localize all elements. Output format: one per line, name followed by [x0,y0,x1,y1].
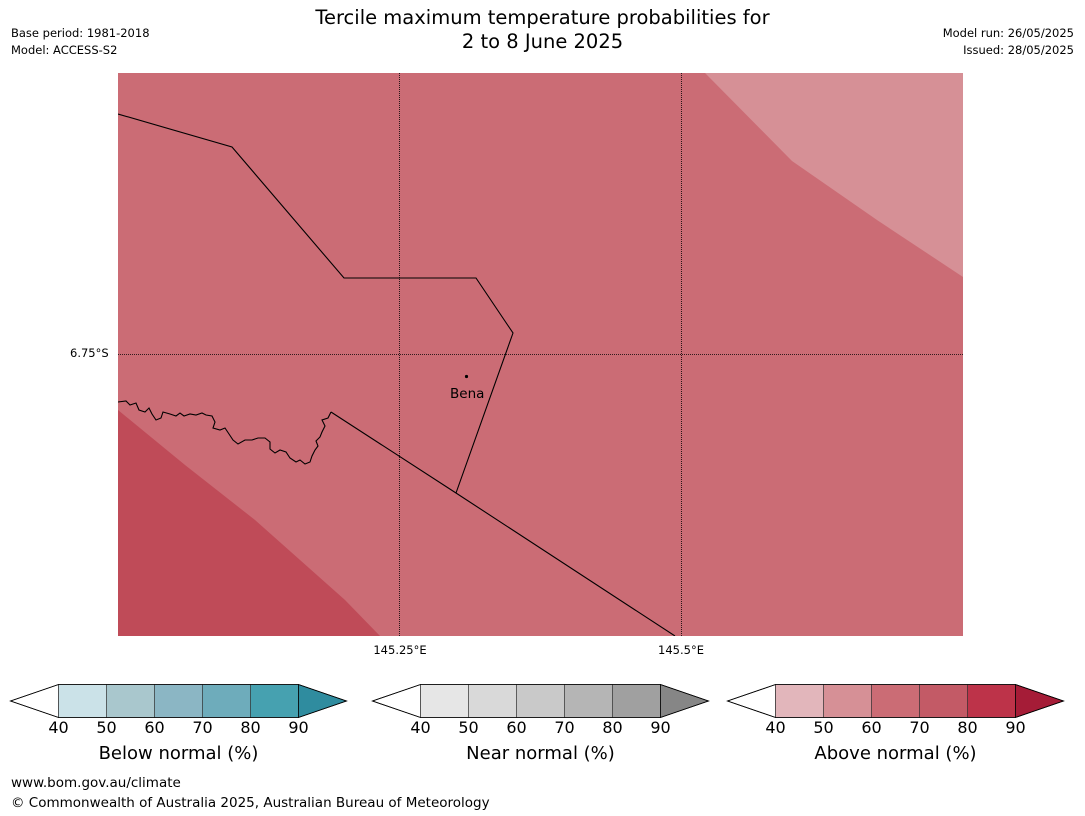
above-normal-tick-50: 50 [813,718,834,737]
town-label-bena: Bena [450,386,485,402]
above-normal-tick-80: 80 [957,718,978,737]
model-name: Model: ACCESS-S2 [11,43,118,57]
near-normal-swatch-50-60 [468,684,517,718]
issued-date: Issued: 28/05/2025 [963,43,1074,57]
above-normal-tick-60: 60 [861,718,882,737]
below-normal-swatch-60-70 [154,684,203,718]
footer-url: www.bom.gov.au/climate [11,775,181,791]
near-normal-swatch-70-80 [564,684,613,718]
below-normal-tick-70: 70 [192,718,213,737]
above-normal-swatch-70-80 [919,684,968,718]
near-normal-outline [371,684,710,718]
footer-copyright: © Commonwealth of Australia 2025, Austra… [11,795,490,811]
near-normal-swatch-80-90 [612,684,661,718]
above-normal-swatch-over-90 [1015,683,1065,719]
longitude-label-145-5: 145.5°E [658,643,704,657]
near-normal-tick-50: 50 [458,718,479,737]
map-title-line-1: Tercile maximum temperature probabilitie… [315,6,770,29]
base-period: Base period: 1981-2018 [11,26,150,40]
below-normal-tick-40: 40 [48,718,69,737]
near-normal-tick-70: 70 [554,718,575,737]
below-normal-swatch-40-50 [58,684,107,718]
below-normal-tick-80: 80 [240,718,261,737]
below-normal-swatch-over-90 [298,683,348,719]
map-fill-light-region [705,73,963,277]
above-normal-swatch-under-40 [726,683,776,719]
map-fill-dark-region [118,410,380,636]
below-normal-legend-title: Below normal (%) [98,743,259,764]
below-normal-tick-60: 60 [144,718,165,737]
above-normal-legend-title: Above normal (%) [814,743,977,764]
near-normal-tick-90: 90 [650,718,671,737]
river-line [118,400,332,465]
longitude-label-145-25: 145.25°E [373,643,427,657]
model-run-date: Model run: 26/05/2025 [942,26,1074,40]
below-normal-outline [9,684,348,718]
above-normal-swatch-50-60 [823,684,872,718]
map-title: Tercile maximum temperature probabilitie… [0,6,1085,54]
near-normal-swatch-under-40 [371,683,421,719]
above-normal-tick-40: 40 [765,718,786,737]
legend-near-normal [371,683,710,719]
near-normal-tick-80: 80 [602,718,623,737]
town-marker-bena [464,374,469,379]
below-normal-tick-50: 50 [96,718,117,737]
near-normal-legend-title: Near normal (%) [466,743,615,764]
below-normal-tick-90: 90 [288,718,309,737]
below-normal-swatch-80-90 [250,684,299,718]
above-normal-tick-70: 70 [909,718,930,737]
near-normal-tick-40: 40 [410,718,431,737]
above-normal-tick-90: 90 [1005,718,1026,737]
province-boundary-north [118,113,514,494]
near-normal-swatch-40-50 [420,684,469,718]
run-info: Model run: 26/05/2025 Issued: 28/05/2025 [943,25,1074,59]
legend-below-normal [9,683,348,719]
above-normal-swatch-40-50 [775,684,824,718]
latitude-label: 6.75°S [70,346,109,360]
legend-above-normal [726,683,1065,719]
province-boundary-south [330,411,676,636]
below-normal-swatch-under-40 [9,683,59,719]
near-normal-swatch-over-90 [660,683,710,719]
below-normal-swatch-50-60 [106,684,155,718]
map-title-line-2: 2 to 8 June 2025 [461,30,624,53]
near-normal-swatch-60-70 [516,684,565,718]
below-normal-swatch-70-80 [202,684,251,718]
near-normal-tick-60: 60 [506,718,527,737]
model-info: Base period: 1981-2018 Model: ACCESS-S2 [11,25,150,59]
above-normal-swatch-60-70 [871,684,920,718]
above-normal-outline [726,684,1065,718]
above-normal-swatch-80-90 [967,684,1016,718]
